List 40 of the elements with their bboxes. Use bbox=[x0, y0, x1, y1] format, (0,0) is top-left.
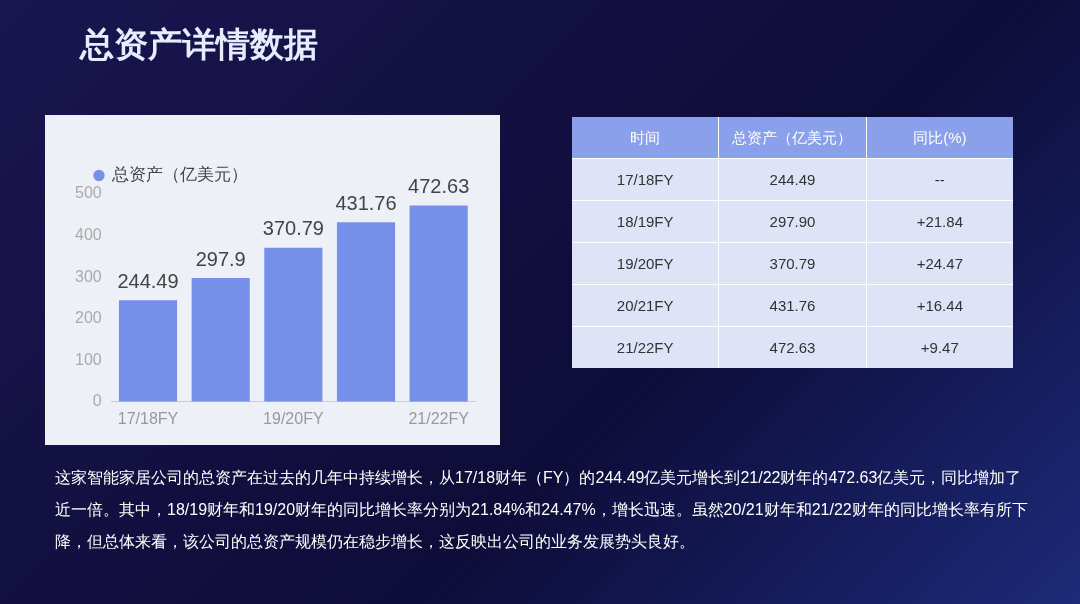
y-tick-label: 0 bbox=[92, 392, 102, 410]
y-tick-label: 200 bbox=[74, 309, 102, 327]
x-tick-label: 19/20FY bbox=[263, 409, 324, 427]
text: 这家智能家居公司的总资产在过去的几年中持续增长，从17/18财年（FY）的244.49亿美元增长到21/22财年的472.63亿美元，同比增加了近一倍。其中，18/19财年和19/20财年的同比增长率分别为21.84%和24.47%，增长迅速。虽然20/21财年和21/22财年的同比增长率有所下降，但总体来看，该公司的总资产规模仍在稳步增长，这反映出公司的业务发展势头良好。 bbox=[55, 468, 1029, 552]
data-label: 472.63 bbox=[718, 327, 866, 368]
bar bbox=[336, 222, 396, 402]
bar bbox=[264, 247, 323, 402]
category-label: 21/22FY bbox=[615, 338, 675, 358]
category-label: 17/18FY bbox=[615, 170, 675, 190]
x-tick-label: 21/22FY bbox=[408, 409, 470, 427]
data-label: 431.76 bbox=[335, 191, 397, 214]
data-label: 472.63 bbox=[408, 174, 470, 197]
data-label: 297.90 bbox=[718, 201, 866, 242]
bar bbox=[409, 205, 468, 402]
y-tick-label: 500 bbox=[74, 184, 102, 202]
data-label: 244.49 bbox=[718, 159, 866, 200]
data-label: +9.47 bbox=[865, 327, 1013, 368]
data-label: +21.84 bbox=[865, 201, 1013, 242]
y-tick-label: 300 bbox=[74, 267, 102, 285]
data-label: 244.49 bbox=[117, 269, 179, 292]
y-tick-label: 400 bbox=[74, 225, 102, 243]
y-tick-label: 100 bbox=[74, 350, 102, 368]
legend-label: 总资产（亿美元） bbox=[110, 165, 248, 185]
x-tick-label: 17/18FY bbox=[117, 409, 179, 427]
category-label: 20/21FY bbox=[615, 296, 675, 316]
bar bbox=[118, 300, 178, 402]
category-label: 19/20FY bbox=[615, 254, 675, 274]
data-label: +16.44 bbox=[865, 285, 1013, 326]
chart-title: 总资产详情数据 bbox=[80, 24, 318, 65]
data-label: 370.79 bbox=[262, 217, 324, 240]
text: 同比(%) bbox=[865, 117, 1013, 158]
bar bbox=[191, 277, 250, 402]
data-label: 370.79 bbox=[718, 243, 866, 284]
category-label: 18/19FY bbox=[615, 212, 675, 232]
text: 时间 bbox=[629, 128, 662, 148]
data-label: -- bbox=[865, 159, 1013, 200]
data-label: 431.76 bbox=[718, 285, 866, 326]
data-label: 297.9 bbox=[195, 247, 246, 270]
data-label: +24.47 bbox=[865, 243, 1013, 284]
series-label: 总资产（亿美元） bbox=[718, 117, 866, 158]
